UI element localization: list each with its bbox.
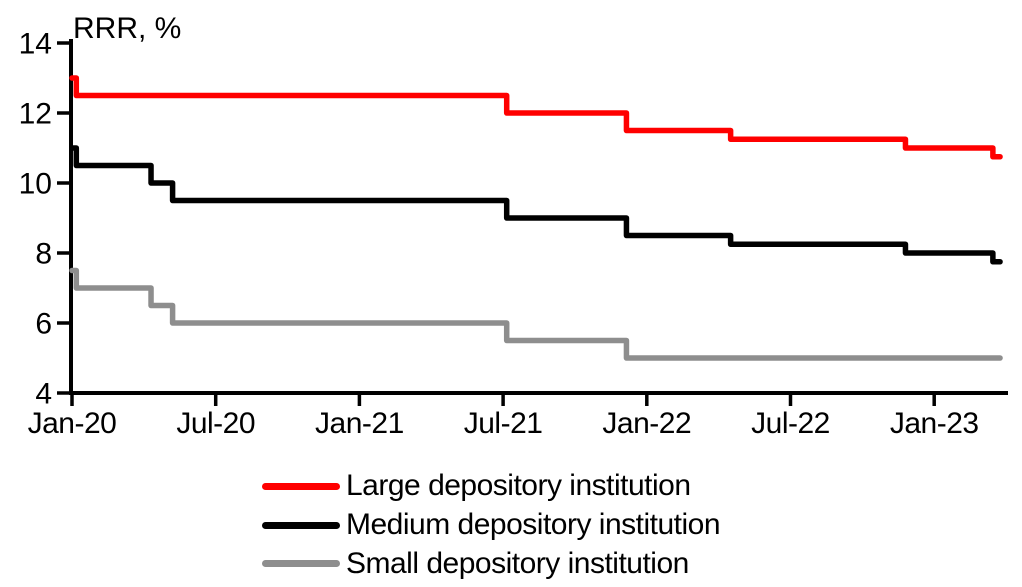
chart-title: RRR, % xyxy=(73,12,181,45)
x-tick-label: Jan-23 xyxy=(890,407,979,440)
legend-label-large: Large depository institution xyxy=(346,469,691,503)
y-tick-label: 6 xyxy=(35,308,52,341)
y-tick-label: 10 xyxy=(19,168,52,201)
x-tick-label: Jan-21 xyxy=(315,407,404,440)
x-tick-label: Jan-20 xyxy=(28,407,117,440)
legend-line-large xyxy=(262,482,340,490)
x-tick-label: Jul-20 xyxy=(176,407,255,440)
legend: Large depository institution Medium depo… xyxy=(262,467,721,583)
y-tick-label: 14 xyxy=(19,28,52,61)
legend-item-small: Small depository institution xyxy=(262,544,720,583)
y-tick-label: 12 xyxy=(19,98,52,131)
y-tick-label: 8 xyxy=(35,238,52,271)
legend-line-medium xyxy=(262,521,340,529)
y-tick-label: 4 xyxy=(35,378,52,411)
x-tick-label: Jul-21 xyxy=(464,407,543,440)
legend-label-medium: Medium depository institution xyxy=(346,508,721,542)
series-line-2 xyxy=(69,267,1003,361)
x-tick-label: Jul-22 xyxy=(751,407,830,440)
legend-item-large: Large depository institution xyxy=(262,467,720,506)
x-tick-label: Jan-22 xyxy=(602,407,691,440)
series-line-0 xyxy=(69,75,1003,160)
series-line-1 xyxy=(69,145,1003,265)
legend-line-small xyxy=(262,560,340,568)
legend-item-medium: Medium depository institution xyxy=(262,506,721,545)
legend-label-small: Small depository institution xyxy=(346,546,689,580)
